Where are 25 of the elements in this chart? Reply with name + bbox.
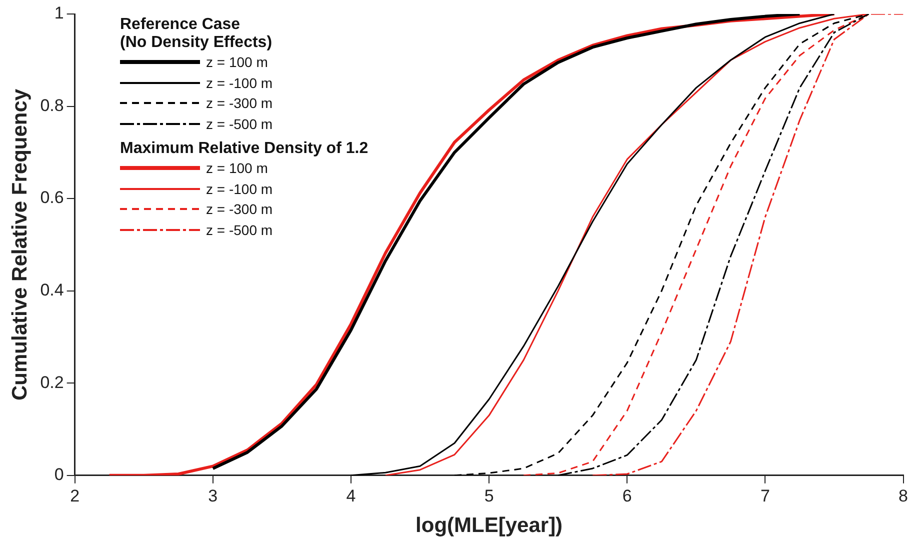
annotation: Maximum Relative Density of 1.2 [120, 140, 368, 158]
y-tick-label: 0.4 [40, 280, 64, 300]
x-tick-label: 8 [898, 486, 908, 506]
y-tick-label: 1 [54, 4, 64, 23]
legend-label: z = -100 m [206, 180, 273, 197]
x-tick-label: 4 [346, 486, 356, 506]
legend-label: z = -500 m [206, 116, 273, 132]
x-axis-title: log(MLE[year]) [416, 514, 563, 538]
legend-label: z = -300 m [206, 201, 273, 218]
x-tick-label: 3 [208, 486, 218, 506]
y-tick-label: 0.6 [40, 188, 64, 208]
legend-title: Reference Case (No Density Effects) [120, 16, 274, 52]
legend-label: z = 100 m [206, 54, 268, 70]
x-tick-label: 2 [70, 486, 80, 506]
y-tick-label: 0.2 [40, 372, 64, 392]
x-tick-label: 6 [622, 486, 632, 506]
y-axis-title: Cumulative Relative Frequency [8, 88, 32, 401]
y-tick-label: 0 [54, 465, 64, 484]
legend-label: z = -300 m [206, 95, 273, 112]
legend-label: z = -100 m [206, 74, 273, 91]
x-tick-label: 5 [484, 486, 494, 506]
y-tick-label: 0.8 [40, 96, 64, 115]
legend-label: z = 100 m [206, 160, 268, 176]
legend-label: z = -500 m [206, 222, 273, 238]
x-tick-label: 7 [760, 486, 770, 506]
